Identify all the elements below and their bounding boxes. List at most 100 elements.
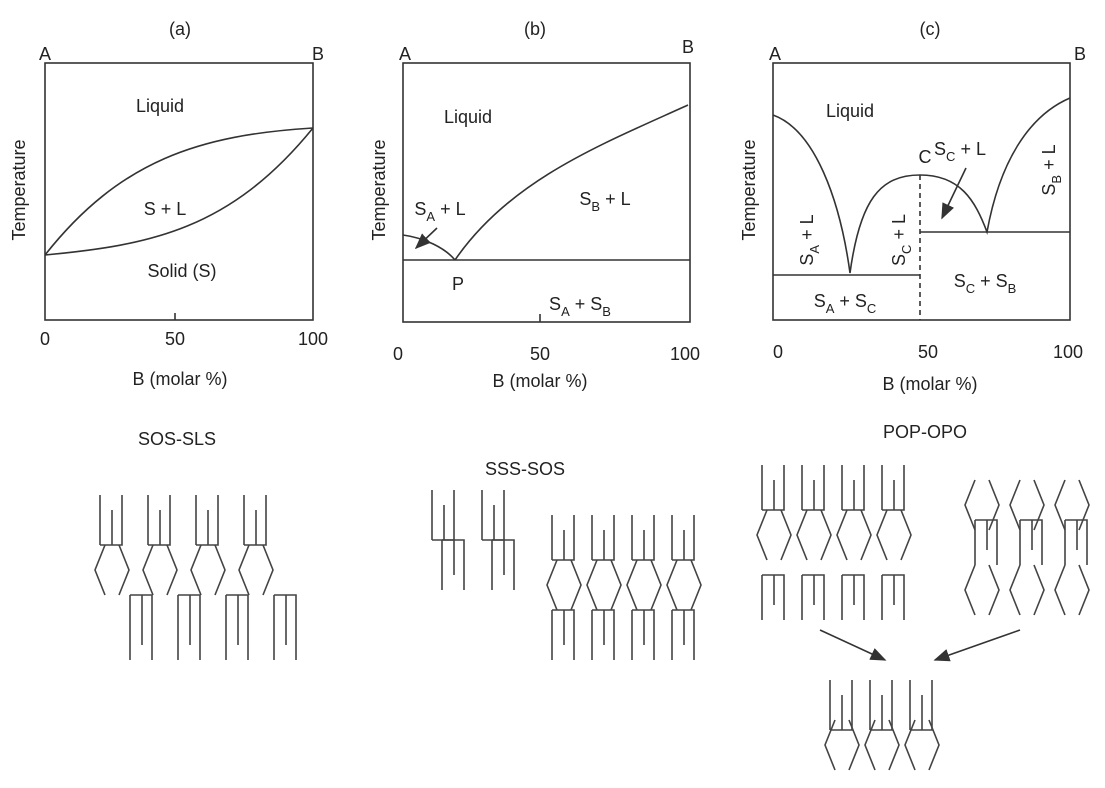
chain bbox=[762, 575, 784, 620]
label-text: S bbox=[934, 139, 946, 159]
liquidus bbox=[45, 128, 313, 255]
chain bbox=[552, 610, 574, 660]
chain bbox=[632, 515, 654, 560]
chain bbox=[882, 575, 904, 620]
chain bbox=[1010, 565, 1044, 615]
structure-title: SSS-SOS bbox=[485, 459, 565, 479]
label-text: S bbox=[579, 189, 591, 209]
chain bbox=[632, 610, 654, 660]
label-text: + L bbox=[600, 189, 631, 209]
chain bbox=[965, 565, 999, 615]
region-label: C bbox=[919, 147, 932, 167]
region-label: P bbox=[452, 274, 464, 294]
corner-label: A bbox=[769, 44, 781, 64]
x-tick-label: 0 bbox=[773, 342, 783, 362]
subscript: A bbox=[561, 304, 570, 319]
chain bbox=[672, 610, 694, 660]
chain bbox=[877, 510, 911, 560]
chain bbox=[552, 515, 574, 560]
subscript: C bbox=[899, 245, 914, 254]
molecule-sketches bbox=[95, 465, 1089, 770]
label-text: + S bbox=[975, 271, 1008, 291]
chain bbox=[762, 465, 784, 510]
x-axis-label: B (molar %) bbox=[492, 371, 587, 391]
chain bbox=[1010, 480, 1044, 530]
chain bbox=[1065, 520, 1087, 565]
region-label: SA + SC bbox=[814, 291, 877, 316]
x-tick-label: 100 bbox=[1053, 342, 1083, 362]
chain bbox=[547, 560, 581, 610]
chain bbox=[244, 495, 266, 545]
region-label: Solid (S) bbox=[147, 261, 216, 281]
chain bbox=[797, 510, 831, 560]
chain bbox=[667, 560, 701, 610]
arrow bbox=[820, 630, 885, 660]
structure-title: POP-OPO bbox=[883, 422, 967, 442]
figure: (a)ABTemperatureB (molar %)050100LiquidS… bbox=[0, 0, 1105, 783]
chain bbox=[1055, 565, 1089, 615]
chain bbox=[432, 490, 454, 540]
label-text: S + L bbox=[144, 199, 187, 219]
corner-label: B bbox=[682, 37, 694, 57]
label-text: S bbox=[549, 294, 561, 314]
subscript: B bbox=[1049, 175, 1064, 184]
label-text: Liquid bbox=[826, 101, 874, 121]
label-text: S bbox=[814, 291, 826, 311]
label-text: Liquid bbox=[136, 96, 184, 116]
label-text: Solid (S) bbox=[147, 261, 216, 281]
label-text: + L bbox=[435, 199, 466, 219]
label-text: Liquid bbox=[444, 107, 492, 127]
region-label: Liquid bbox=[444, 107, 492, 127]
chain bbox=[802, 465, 824, 510]
region-label: Liquid bbox=[136, 96, 184, 116]
chain bbox=[492, 540, 514, 590]
region-label: SB + L bbox=[579, 189, 630, 214]
chain bbox=[1020, 520, 1042, 565]
chain bbox=[1055, 480, 1089, 530]
x-tick-label: 50 bbox=[165, 329, 185, 349]
label-text: S bbox=[797, 254, 817, 266]
subscript: A bbox=[426, 209, 435, 224]
panel-tag: (b) bbox=[524, 19, 546, 39]
frame bbox=[773, 63, 1070, 320]
subscript: C bbox=[867, 301, 876, 316]
panel-c bbox=[773, 63, 1070, 320]
region-label: SA + SB bbox=[549, 294, 611, 319]
chain bbox=[143, 545, 177, 595]
corner-label: A bbox=[39, 44, 51, 64]
x-tick-label: 0 bbox=[40, 329, 50, 349]
chain bbox=[842, 575, 864, 620]
region-label: SB + L bbox=[1039, 144, 1064, 195]
region-label: Liquid bbox=[826, 101, 874, 121]
corner-label: B bbox=[312, 44, 324, 64]
frame bbox=[403, 63, 690, 322]
y-axis-label: Temperature bbox=[9, 139, 29, 240]
x-axis-label: B (molar %) bbox=[132, 369, 227, 389]
label-text: C bbox=[919, 147, 932, 167]
subscript: A bbox=[826, 301, 835, 316]
chain bbox=[274, 595, 296, 660]
chain bbox=[672, 515, 694, 560]
chain bbox=[130, 595, 152, 660]
chain bbox=[842, 465, 864, 510]
arrow bbox=[935, 630, 1020, 660]
subscript: B bbox=[591, 199, 600, 214]
panel-tag: (c) bbox=[920, 19, 941, 39]
corner-label: B bbox=[1074, 44, 1086, 64]
chain bbox=[148, 495, 170, 545]
region-label: S + L bbox=[144, 199, 187, 219]
x-tick-label: 50 bbox=[530, 344, 550, 364]
label-text: + L bbox=[797, 214, 817, 245]
chain bbox=[482, 490, 504, 540]
chain bbox=[882, 465, 904, 510]
region-label: SC + L bbox=[889, 214, 914, 266]
region-label: SA + L bbox=[797, 214, 822, 265]
arrow bbox=[942, 168, 966, 218]
corner-label: A bbox=[399, 44, 411, 64]
label-text: + L bbox=[955, 139, 986, 159]
chain bbox=[627, 560, 661, 610]
y-axis-label: Temperature bbox=[369, 139, 389, 240]
x-tick-label: 100 bbox=[670, 344, 700, 364]
chain bbox=[95, 545, 129, 595]
chain bbox=[965, 480, 999, 530]
